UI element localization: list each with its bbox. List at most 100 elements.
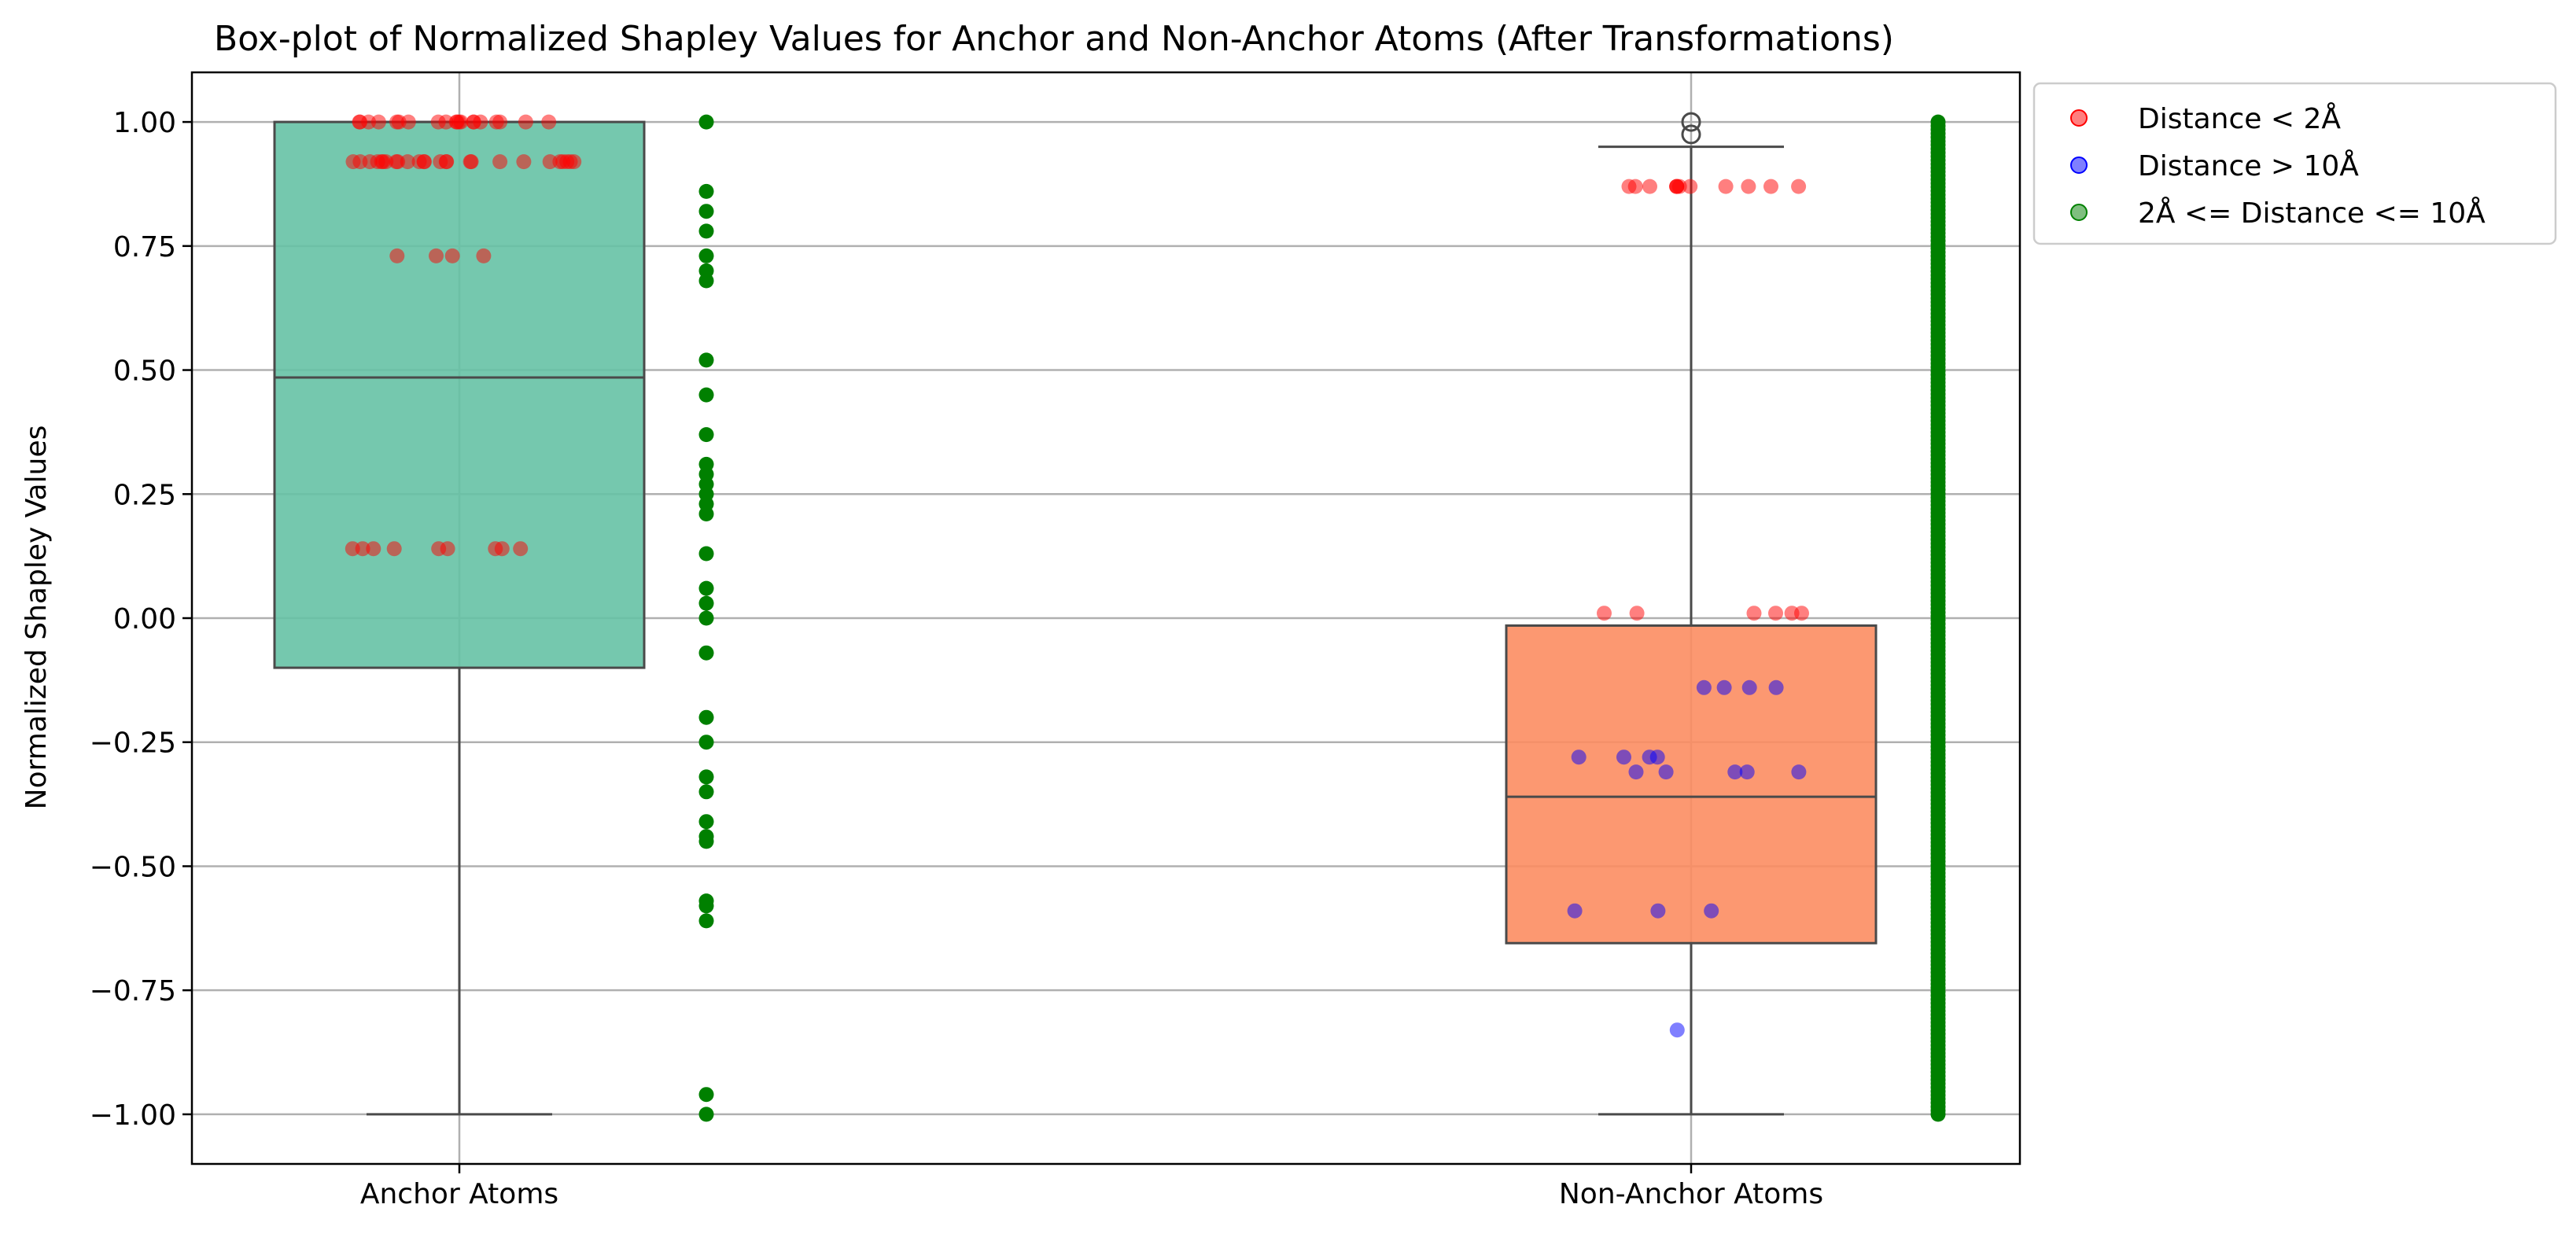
data-point	[698, 114, 714, 130]
data-point	[439, 154, 455, 170]
data-point	[698, 183, 714, 199]
data-point	[1642, 179, 1657, 194]
y-tick-label: −1.00	[90, 1099, 176, 1132]
data-point	[1727, 764, 1743, 780]
y-tick-label: 0.00	[113, 603, 176, 635]
data-point	[366, 541, 381, 557]
data-point	[542, 154, 558, 170]
legend-label: 2Å <= Distance <= 10Å	[2138, 196, 2486, 230]
data-point	[1621, 179, 1637, 194]
data-point	[698, 352, 714, 368]
x-tick-label: Non-Anchor Atoms	[1559, 1178, 1823, 1210]
data-point	[698, 223, 714, 239]
legend: Distance < 2Å Distance > 10Å 2Å <= Distanc…	[2032, 82, 2557, 245]
data-point	[1658, 764, 1674, 780]
data-point	[698, 913, 714, 929]
data-point	[389, 248, 405, 263]
data-point	[345, 541, 360, 557]
data-point	[1768, 606, 1783, 621]
data-point	[1768, 679, 1784, 695]
data-point	[1650, 903, 1666, 919]
data-point	[389, 114, 404, 130]
data-point	[518, 114, 533, 130]
data-point	[1784, 606, 1800, 621]
legend-marker	[2070, 204, 2088, 221]
data-point	[1571, 749, 1587, 765]
data-point	[698, 645, 714, 661]
box-non-anchor	[1505, 112, 1878, 1116]
data-point	[1682, 179, 1698, 194]
x-tick-label: Anchor Atoms	[360, 1178, 558, 1210]
chart-title: Box-plot of Normalized Shapley Values fo…	[214, 19, 1894, 59]
data-point	[386, 541, 402, 557]
data-point	[492, 154, 508, 170]
data-point	[463, 154, 478, 170]
box-iqr	[273, 120, 646, 669]
data-point	[516, 154, 532, 170]
data-point	[1791, 179, 1807, 194]
data-point	[430, 114, 446, 130]
data-point	[698, 709, 714, 725]
legend-frame	[2032, 82, 2557, 245]
data-point	[698, 273, 714, 289]
legend-marker	[2070, 157, 2088, 174]
outlier-marker	[1681, 112, 1701, 132]
data-point	[513, 541, 529, 557]
data-point	[1628, 764, 1644, 780]
data-point	[448, 114, 464, 130]
data-point	[416, 154, 432, 170]
legend-label: Distance < 2Å	[2138, 101, 2341, 135]
y-tick-label: 0.50	[113, 355, 176, 388]
data-point	[698, 1087, 714, 1103]
y-tick-label: −0.25	[90, 727, 176, 760]
data-point	[1704, 903, 1719, 919]
data-point	[1716, 679, 1732, 695]
axes: 1.00 0.75 0.50 0.25 0.00 −0.25 −0.50 −0.75 −1.00…	[90, 107, 1823, 1210]
scatter-points	[345, 114, 1946, 1122]
legend-marker	[2070, 109, 2088, 127]
data-point	[444, 248, 460, 263]
data-point	[1746, 606, 1762, 621]
data-point	[494, 541, 510, 557]
data-point	[698, 834, 714, 849]
data-point	[1763, 179, 1778, 194]
data-point	[400, 114, 416, 130]
data-point	[541, 114, 557, 130]
data-point	[1741, 179, 1756, 194]
box-layer	[273, 112, 1878, 1116]
data-point	[429, 248, 444, 263]
y-tick-label: 0.25	[113, 479, 176, 511]
data-point	[1649, 749, 1665, 765]
data-point	[476, 248, 492, 263]
data-point	[1930, 114, 1946, 130]
y-tick-label: −0.50	[90, 851, 176, 883]
data-point	[352, 154, 368, 170]
data-point	[1629, 606, 1645, 621]
legend-label: Distance > 10Å	[2138, 149, 2359, 182]
data-point	[698, 387, 714, 403]
data-point	[698, 784, 714, 800]
data-point	[492, 114, 508, 130]
data-point	[466, 114, 481, 130]
data-point	[1567, 903, 1583, 919]
data-point	[698, 427, 714, 443]
data-point	[698, 595, 714, 611]
y-tick-label: 1.00	[113, 107, 176, 139]
data-point	[1669, 179, 1685, 194]
data-point	[698, 1107, 714, 1122]
data-point	[1791, 764, 1807, 780]
data-point	[698, 769, 714, 785]
data-point	[390, 154, 406, 170]
data-point	[370, 114, 386, 130]
data-point	[1739, 764, 1755, 780]
data-point	[1718, 179, 1734, 194]
data-point	[698, 898, 714, 914]
data-point	[698, 814, 714, 830]
data-point	[431, 541, 447, 557]
data-point	[1597, 606, 1612, 621]
y-axis-label: Normalized Shapley Values	[20, 425, 53, 810]
data-point	[698, 580, 714, 596]
y-tick-label: −0.75	[90, 975, 176, 1007]
data-point	[698, 735, 714, 750]
